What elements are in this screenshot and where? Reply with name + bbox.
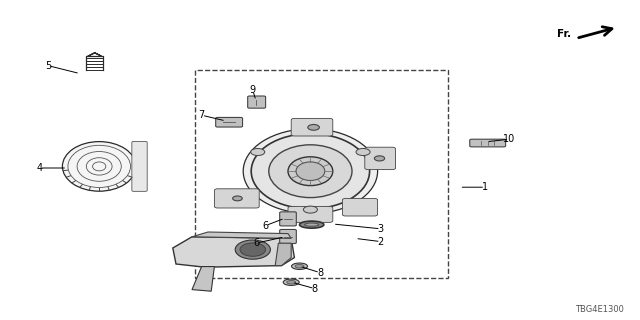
- Text: 5: 5: [45, 60, 51, 71]
- Text: 1: 1: [482, 182, 488, 192]
- FancyBboxPatch shape: [291, 118, 333, 136]
- Ellipse shape: [283, 279, 300, 285]
- Ellipse shape: [243, 129, 378, 214]
- FancyBboxPatch shape: [214, 189, 259, 208]
- Ellipse shape: [233, 196, 243, 201]
- Ellipse shape: [63, 141, 136, 191]
- Ellipse shape: [287, 280, 296, 284]
- FancyBboxPatch shape: [132, 141, 147, 191]
- Ellipse shape: [251, 148, 265, 156]
- Ellipse shape: [269, 145, 352, 198]
- Polygon shape: [275, 243, 291, 266]
- Ellipse shape: [251, 134, 370, 209]
- Ellipse shape: [236, 240, 271, 259]
- FancyBboxPatch shape: [470, 139, 506, 147]
- Text: 8: 8: [317, 268, 323, 278]
- Text: 3: 3: [378, 224, 384, 234]
- Ellipse shape: [296, 162, 324, 180]
- Polygon shape: [192, 267, 214, 291]
- Ellipse shape: [356, 148, 370, 156]
- Text: 6: 6: [262, 220, 269, 231]
- Ellipse shape: [240, 243, 266, 256]
- Text: 9: 9: [250, 85, 256, 95]
- Text: 10: 10: [503, 134, 516, 144]
- Text: 8: 8: [312, 284, 318, 294]
- Ellipse shape: [374, 156, 385, 161]
- Bar: [195, 70, 448, 278]
- FancyBboxPatch shape: [280, 212, 296, 226]
- FancyBboxPatch shape: [216, 117, 243, 127]
- Text: Fr.: Fr.: [557, 28, 572, 39]
- Ellipse shape: [300, 221, 324, 228]
- Ellipse shape: [295, 264, 304, 268]
- FancyBboxPatch shape: [342, 198, 378, 216]
- FancyBboxPatch shape: [365, 147, 396, 170]
- Ellipse shape: [308, 124, 319, 130]
- Ellipse shape: [292, 263, 308, 269]
- Ellipse shape: [288, 157, 333, 186]
- FancyBboxPatch shape: [280, 229, 296, 244]
- Text: 4: 4: [36, 163, 43, 173]
- Polygon shape: [173, 237, 294, 267]
- FancyBboxPatch shape: [288, 206, 333, 222]
- Ellipse shape: [303, 206, 317, 213]
- Polygon shape: [192, 232, 291, 238]
- Text: 6: 6: [253, 238, 259, 248]
- Text: TBG4E1300: TBG4E1300: [575, 305, 624, 314]
- Text: 2: 2: [378, 236, 384, 247]
- Ellipse shape: [305, 223, 319, 226]
- Text: 7: 7: [198, 110, 205, 120]
- FancyBboxPatch shape: [248, 96, 266, 108]
